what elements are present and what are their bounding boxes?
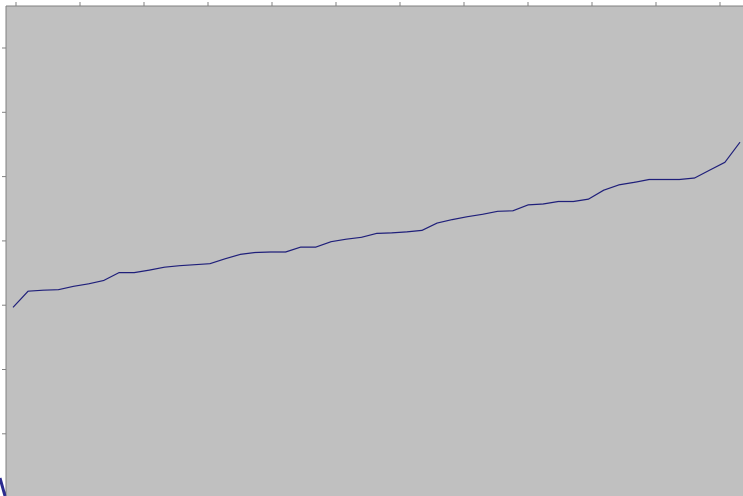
series-layer — [12, 141, 741, 308]
plot-area — [6, 6, 743, 496]
y-axis-ticks — [2, 47, 6, 435]
series-line-0 — [12, 141, 741, 308]
partial-mark-bottom-left — [0, 477, 7, 496]
x-axis-ticks — [15, 2, 721, 6]
